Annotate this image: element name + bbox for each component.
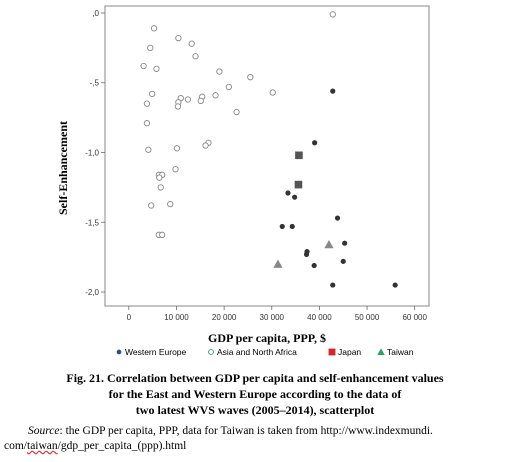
western-europe-point <box>285 190 291 196</box>
taiwan-point <box>324 240 334 249</box>
western-europe-point <box>289 223 295 230</box>
y-tick-label: -1,0 <box>85 149 99 158</box>
asia-and-north-africa-point <box>174 103 182 110</box>
legend-marker-asia-and-north-africa <box>208 349 214 355</box>
japan-point <box>294 180 303 189</box>
asia-and-north-africa-point <box>167 200 174 208</box>
asia-and-north-africa-point <box>225 83 233 91</box>
legend-marker-taiwan <box>377 348 385 355</box>
source-note: Source: the GDP per capita, PPP, data fo… <box>4 424 506 454</box>
x-tick-label: 40 000 <box>307 313 332 322</box>
y-tick-label: -2,0 <box>85 288 99 297</box>
western-europe-point <box>340 258 346 264</box>
western-europe-point <box>279 223 285 230</box>
legend-label-japan: Japan <box>338 347 361 357</box>
asia-and-north-africa-point <box>157 184 164 191</box>
asia-and-north-africa-point <box>212 92 219 99</box>
source-label: Source <box>28 425 60 437</box>
western-europe-point <box>392 282 398 288</box>
western-europe-point <box>330 282 336 288</box>
western-europe-point <box>334 215 341 221</box>
x-tick-label: 30 000 <box>260 313 285 322</box>
asia-and-north-africa-point <box>175 34 182 42</box>
asia-and-north-africa-point <box>173 145 181 152</box>
asia-and-north-africa-point <box>216 68 223 75</box>
asia-and-north-africa-point <box>269 89 276 96</box>
y-tick-label: ,0 <box>92 9 99 18</box>
asia-and-north-africa-point <box>143 120 151 127</box>
asia-and-north-africa-point <box>153 65 160 72</box>
asia-and-north-africa-point <box>192 53 199 60</box>
scatterplot: 0 10 000 20 000 30 000 40 000 50 000 60 000 ,0 -… <box>56 5 430 357</box>
legend-label-taiwan: Taiwan <box>387 347 414 357</box>
asia-and-north-africa-point <box>149 90 156 98</box>
western-europe-point <box>330 88 336 94</box>
asia-and-north-africa-point <box>197 97 204 105</box>
western-europe-point <box>303 251 310 257</box>
western-europe-point <box>311 262 317 269</box>
figure-caption-line-1: Fig. 21. Correlation between GDP per cap… <box>66 371 444 385</box>
source-text: : the GDP per capita, PPP, data for Taiw… <box>59 425 433 437</box>
x-tick-label: 10 000 <box>164 313 189 322</box>
asia-and-north-africa-point <box>147 44 154 52</box>
legend-marker-western-europe <box>116 349 122 355</box>
asia-and-north-africa-point <box>150 25 158 32</box>
asia-and-north-africa-point <box>172 166 179 173</box>
taiwan-point <box>273 259 283 268</box>
source-link-misspelled: taiwan <box>27 440 58 452</box>
figure-caption-line-2: for the East and Western Europe accordin… <box>108 387 402 401</box>
source-link-start: com/ <box>4 440 27 452</box>
japan-point <box>295 151 303 160</box>
asia-and-north-africa-point <box>184 96 192 103</box>
asia-and-north-africa-point <box>329 11 336 18</box>
plot-area-frame <box>104 5 430 307</box>
asia-and-north-africa-point <box>202 142 209 149</box>
y-tick-label: -,5 <box>90 79 100 88</box>
asia-and-north-africa-point <box>233 108 240 116</box>
figure-caption-line-3: two latest WVS waves (2005–2014), scatte… <box>135 403 375 417</box>
x-tick-label: 0 <box>127 313 132 322</box>
asia-and-north-africa-point <box>188 40 195 47</box>
x-tick-label: 50 000 <box>355 313 380 322</box>
western-europe-point <box>342 240 348 246</box>
x-tick-label: 60 000 <box>402 313 427 322</box>
asia-and-north-africa-point <box>159 231 166 238</box>
y-axis-label: Self-Enhancement <box>56 121 70 215</box>
asia-and-north-africa-point <box>143 100 151 107</box>
asia-and-north-africa-point <box>145 146 152 153</box>
x-tick-label: 20 000 <box>212 313 237 322</box>
legend: Western Europe Asia and North Africa Japan… <box>116 347 414 357</box>
legend-label-western-europe: Western Europe <box>125 347 187 357</box>
y-tick-label: -1,5 <box>85 218 99 227</box>
asia-and-north-africa-point <box>148 202 155 209</box>
asia-and-north-africa-point <box>140 62 147 70</box>
western-europe-point <box>312 140 318 146</box>
western-europe-point <box>292 194 298 200</box>
x-axis-label: GDP per capita, PPP, $ <box>208 331 326 345</box>
asia-and-north-africa-point <box>156 174 163 181</box>
source-link-end: /gdp_per_capita_(ppp).html <box>57 440 187 452</box>
asia-and-north-africa-point <box>247 74 254 81</box>
legend-marker-japan <box>328 348 336 356</box>
legend-label-asia-and-north-africa: Asia and North Africa <box>217 347 297 357</box>
